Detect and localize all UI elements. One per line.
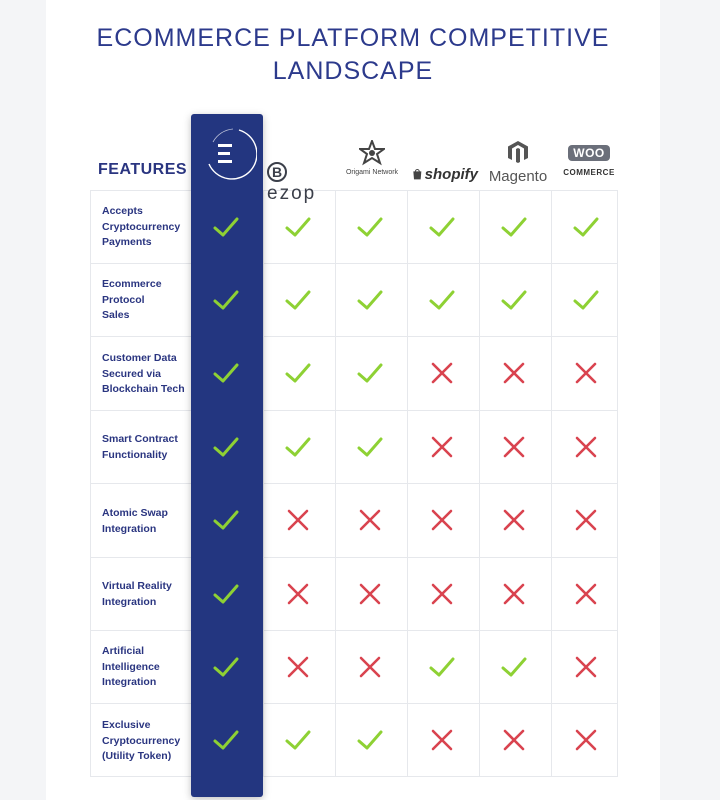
cross-icon [572,433,600,461]
table-row: Artificial Intelligence Integration [91,631,617,704]
comparison-table: Accepts Cryptocurrency Payments Ecommerce Pr… [90,190,618,777]
check-icon [212,726,240,754]
check-icon [284,286,312,314]
cross-icon [428,726,456,754]
check-icon [284,213,312,241]
cross-icon [284,506,312,534]
origami-star-icon [359,140,385,166]
bezop-logo-icon: Bezop [267,162,317,204]
check-icon [284,726,312,754]
shopify-bag-icon [413,169,422,180]
feature-label: Smart Contract Functionality [102,433,178,461]
feature-label: Virtual Reality Integration [102,580,172,608]
feature-label: Exclusive Cryptocurrency (Utility Token) [102,719,181,762]
woocommerce-logo: WOO COMMERCE [560,145,618,177]
magento-logo-icon [508,141,528,163]
cross-icon [356,580,384,608]
check-icon [572,213,600,241]
check-icon [500,653,528,681]
check-icon [284,359,312,387]
check-icon [356,433,384,461]
table-row: Customer Data Secured via Blockchain Tech [91,337,617,411]
check-icon [212,286,240,314]
check-icon [212,213,240,241]
cross-icon [500,433,528,461]
cross-icon [428,433,456,461]
check-icon [428,653,456,681]
bezop-label: ezop [267,183,317,204]
cross-icon [572,653,600,681]
feature-label: Artificial Intelligence Integration [102,645,160,688]
shopify-label: shopify [424,165,478,183]
check-icon [212,506,240,534]
woo-badge-icon: WOO [568,145,610,161]
cross-icon [500,580,528,608]
check-icon [356,359,384,387]
check-icon [428,213,456,241]
cross-icon [572,359,600,387]
table-row: Smart Contract Functionality [91,411,617,484]
cross-icon [428,359,456,387]
table-row: Virtual Reality Integration [91,558,617,631]
cross-icon [500,359,528,387]
cross-icon [572,726,600,754]
check-icon [500,286,528,314]
origami-logo: Origami Network [344,140,400,176]
woocommerce-label: COMMERCE [563,168,615,177]
features-header: FEATURES [98,161,188,178]
e-brand-logo-icon [199,124,258,182]
page-title: ECOMMERCE PLATFORM COMPETITIVE LANDSCAPE [96,24,610,85]
magento-logo: Magento [484,140,552,185]
check-icon [356,726,384,754]
cross-icon [572,580,600,608]
check-icon [212,653,240,681]
cross-icon [428,580,456,608]
shopify-logo: shopify [412,165,478,183]
check-icon [572,286,600,314]
cross-icon [428,506,456,534]
table-row: Atomic Swap Integration [91,484,617,558]
check-icon [212,359,240,387]
feature-label: Accepts Cryptocurrency Payments [102,205,181,248]
feature-label: Customer Data Secured via Blockchain Tech [102,352,185,395]
feature-label: Atomic Swap Integration [102,507,168,535]
cross-icon [284,580,312,608]
cross-icon [500,506,528,534]
check-icon [428,286,456,314]
cross-icon [356,653,384,681]
feature-label: Ecommerce Protocol Sales [102,278,162,321]
cross-icon [284,653,312,681]
table-row: Ecommerce Protocol Sales [91,264,617,337]
origami-label: Origami Network [345,169,399,176]
check-icon [284,433,312,461]
check-icon [212,580,240,608]
magento-label: Magento [488,168,548,185]
check-icon [500,213,528,241]
check-icon [212,433,240,461]
table-row: Exclusive Cryptocurrency (Utility Token) [91,704,617,778]
table-row: Accepts Cryptocurrency Payments [91,191,617,264]
cross-icon [572,506,600,534]
cross-icon [356,506,384,534]
cross-icon [500,726,528,754]
check-icon [356,213,384,241]
check-icon [356,286,384,314]
